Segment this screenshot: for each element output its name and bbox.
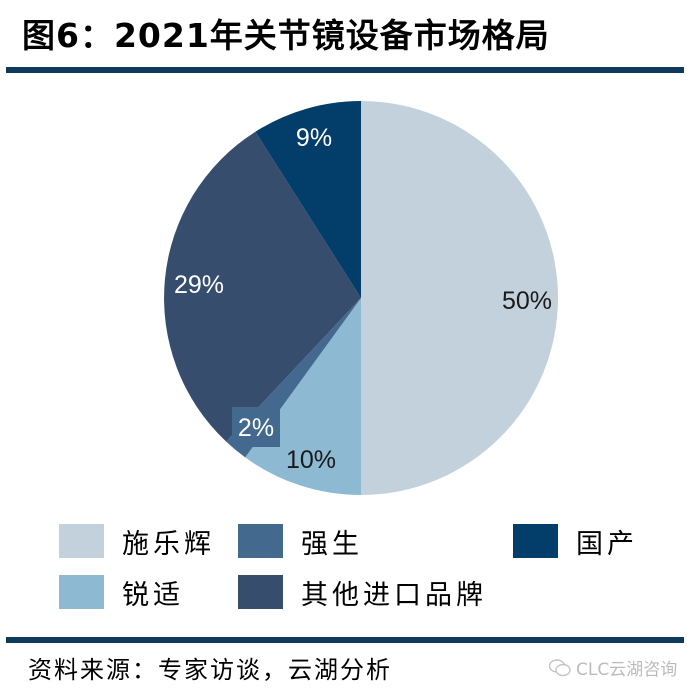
legend-item-other-imports: 其他进口品牌 — [238, 574, 487, 611]
legend-label: 强生 — [301, 528, 363, 560]
footer-divider — [6, 637, 684, 643]
legend-item-domestic: 国产 — [513, 523, 638, 560]
slice-domestic — [255, 101, 361, 298]
legend-item-ruishi: 锐适 — [59, 574, 184, 611]
slice-shilehui — [361, 101, 558, 495]
label-ruishi: 10% — [286, 446, 336, 474]
chart-title: 图6：2021年关节镜设备市场格局 — [22, 16, 550, 55]
slice-other-imports — [164, 131, 361, 442]
label-box-qiangsheng — [232, 407, 280, 447]
label-qiangsheng: 2% — [238, 414, 274, 442]
header-divider — [6, 67, 684, 73]
label-other-imports: 29% — [174, 271, 224, 299]
legend-label: 国产 — [576, 528, 638, 560]
legend-label: 锐适 — [122, 579, 184, 611]
watermark-text: CLC云湖咨询 — [576, 660, 678, 680]
source-note: 资料来源：专家访谈，云湖分析 — [28, 656, 392, 684]
label-domestic: 9% — [296, 124, 332, 152]
legend-swatch — [238, 575, 283, 609]
legend-swatch — [238, 524, 283, 558]
legend-item-shilehui: 施乐辉 — [59, 523, 215, 560]
legend-swatch — [513, 524, 558, 558]
label-shilehui: 50% — [502, 287, 552, 315]
legend-swatch — [59, 524, 104, 558]
legend-label: 施乐辉 — [122, 528, 215, 560]
wechat-icon — [548, 658, 571, 676]
legend-swatch — [59, 575, 104, 609]
legend-item-qiangsheng: 强生 — [238, 523, 363, 560]
legend-label: 其他进口品牌 — [301, 579, 487, 611]
watermark: CLC云湖咨询 — [548, 655, 677, 680]
